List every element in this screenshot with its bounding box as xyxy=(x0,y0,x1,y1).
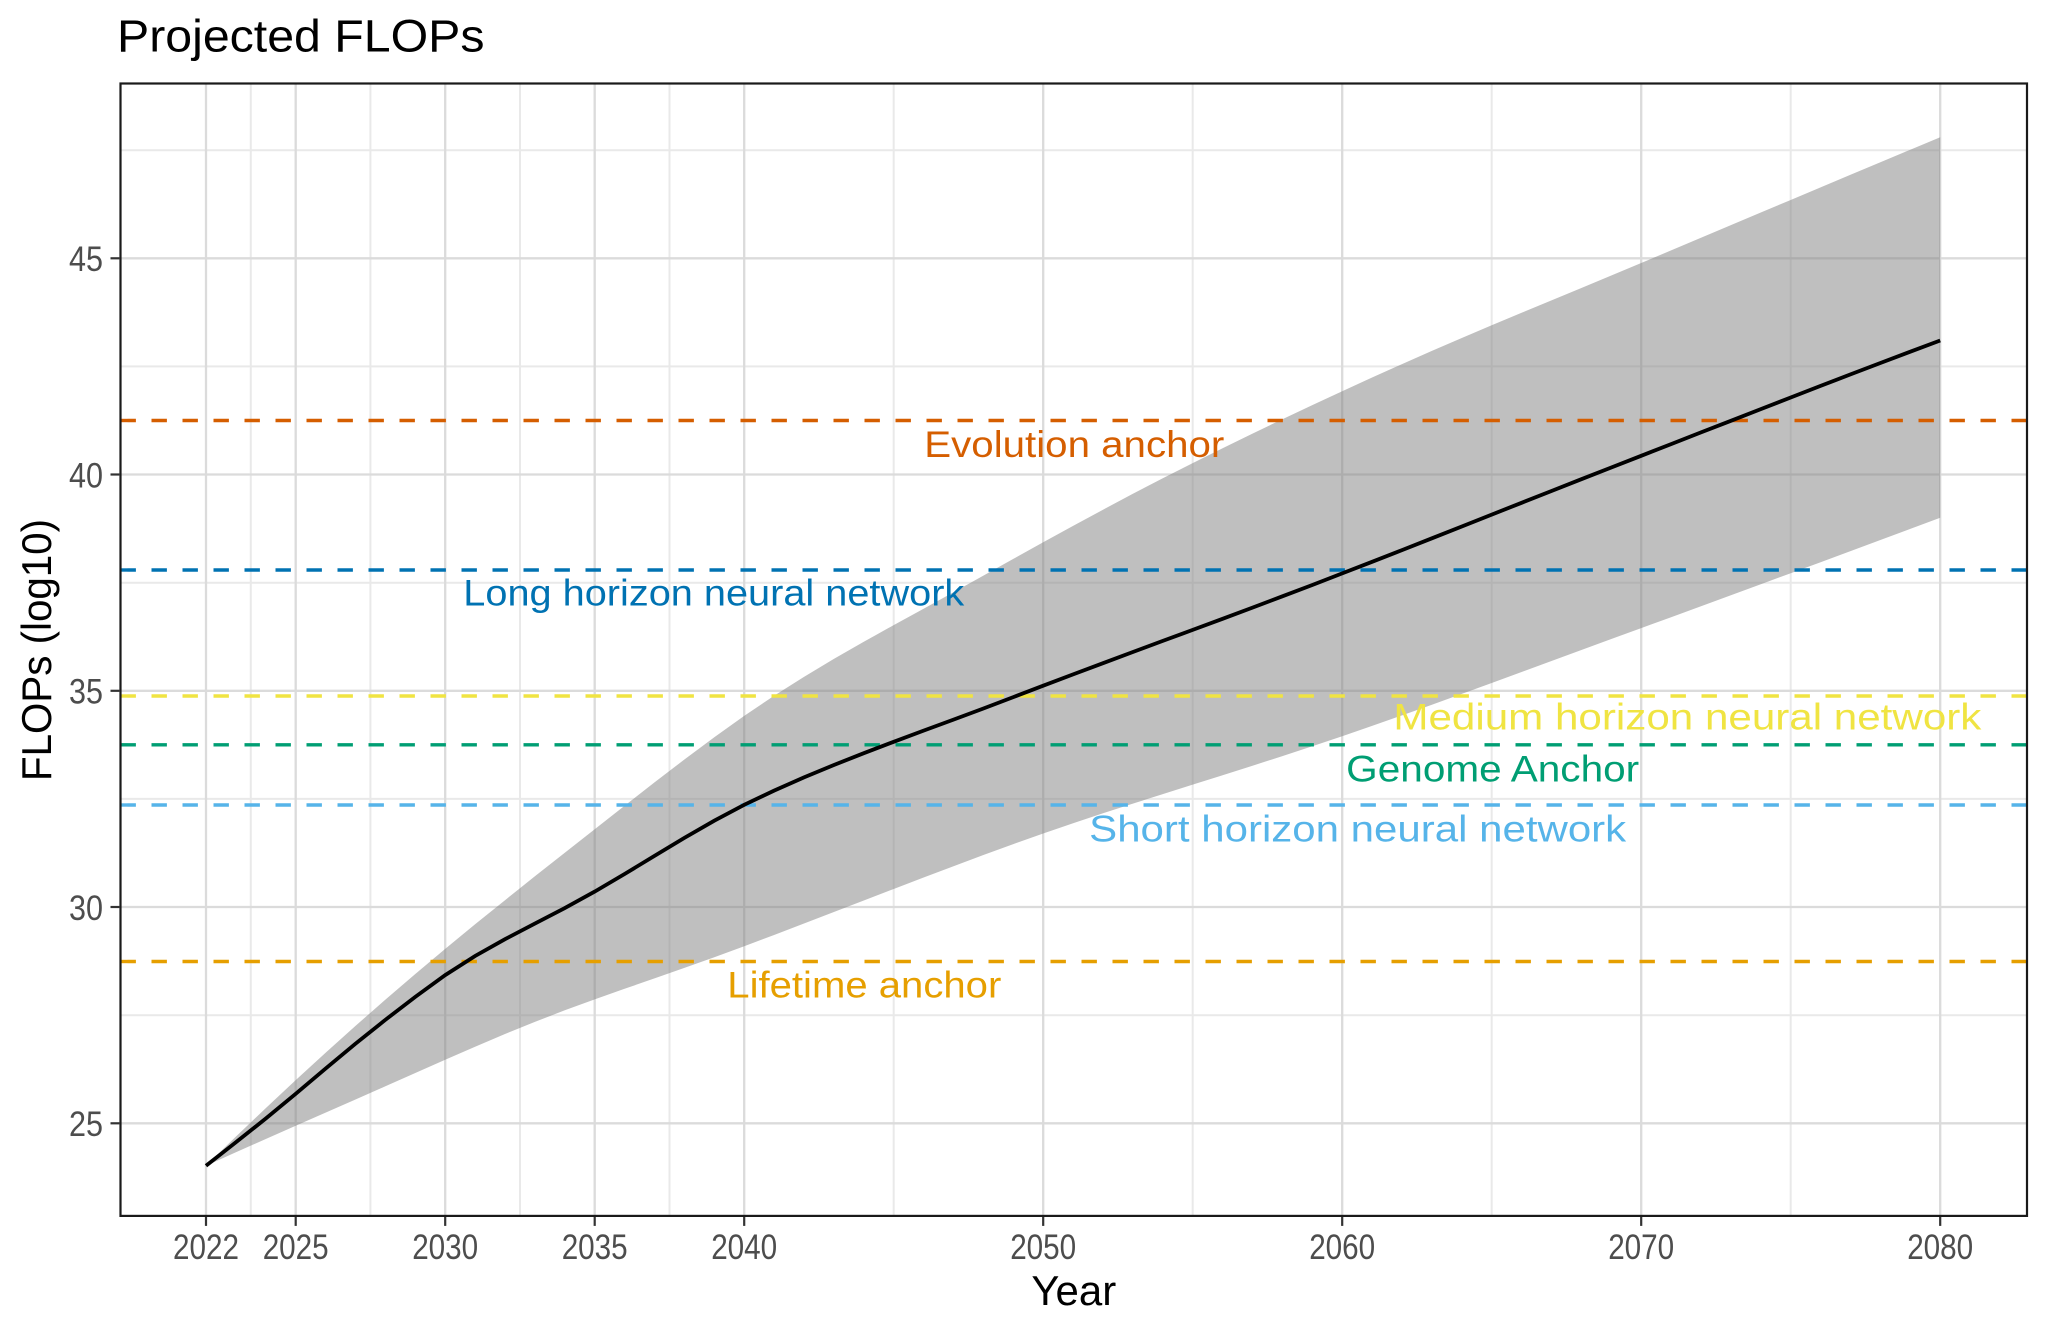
svg-text:2030: 2030 xyxy=(412,1228,478,1267)
svg-text:2050: 2050 xyxy=(1010,1228,1076,1267)
svg-text:45: 45 xyxy=(69,240,103,279)
svg-text:Genome Anchor: Genome Anchor xyxy=(1346,749,1639,790)
svg-text:2060: 2060 xyxy=(1309,1228,1375,1267)
svg-text:Year: Year xyxy=(1031,1267,1116,1314)
svg-text:Projected FLOPs: Projected FLOPs xyxy=(117,11,485,62)
svg-text:35: 35 xyxy=(69,673,103,712)
svg-text:2070: 2070 xyxy=(1608,1228,1674,1267)
svg-text:2022: 2022 xyxy=(173,1228,239,1267)
svg-text:2035: 2035 xyxy=(562,1228,628,1267)
svg-text:Short horizon neural network: Short horizon neural network xyxy=(1089,809,1627,850)
svg-text:FLOPs (log10): FLOPs (log10) xyxy=(13,519,60,781)
svg-text:Evolution anchor: Evolution anchor xyxy=(924,424,1224,465)
svg-text:Medium horizon neural network: Medium horizon neural network xyxy=(1393,697,1982,738)
svg-text:30: 30 xyxy=(69,889,103,928)
svg-text:2040: 2040 xyxy=(711,1228,777,1267)
svg-text:40: 40 xyxy=(69,456,103,495)
svg-text:2080: 2080 xyxy=(1907,1228,1973,1267)
svg-text:Lifetime anchor: Lifetime anchor xyxy=(727,965,1001,1006)
svg-text:2025: 2025 xyxy=(263,1228,329,1267)
svg-text:Long horizon neural network: Long horizon neural network xyxy=(463,573,965,614)
svg-text:25: 25 xyxy=(69,1105,103,1144)
